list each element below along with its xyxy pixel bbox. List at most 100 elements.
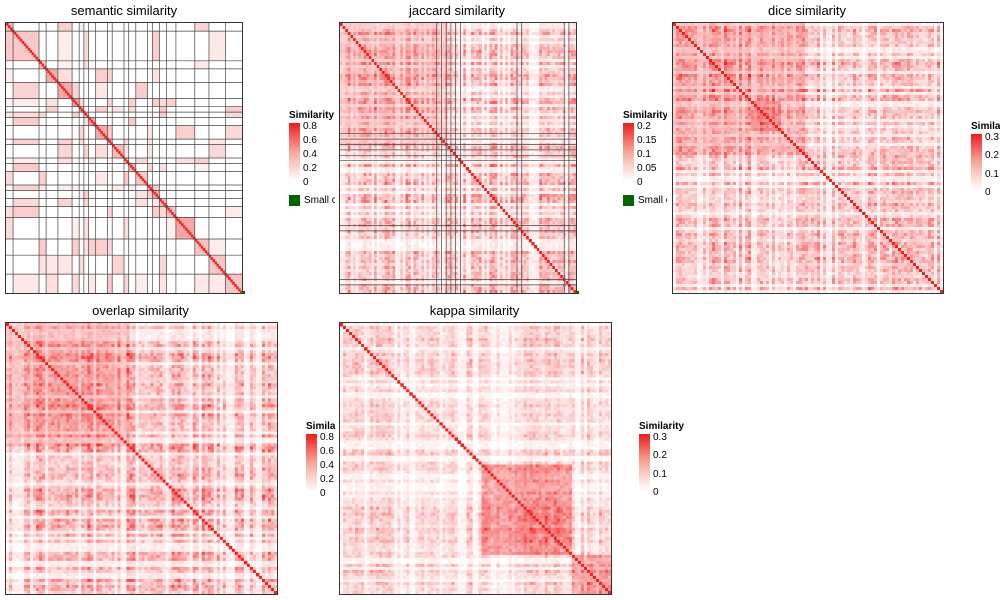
heatmap-cell: [387, 38, 391, 42]
heatmap-cell: [455, 140, 459, 144]
heatmap-cell: [452, 176, 456, 180]
heatmap-cell: [499, 71, 504, 75]
heatmap-cell: [345, 92, 349, 96]
heatmap-cell: [460, 62, 464, 66]
heatmap-cell: [463, 35, 467, 39]
heatmap-cell: [531, 74, 535, 78]
heatmap-cell: [437, 185, 441, 189]
heatmap-cell: [541, 176, 546, 180]
heatmap-cell: [450, 170, 454, 174]
heatmap-cell: [353, 80, 357, 84]
heatmap-cell: [350, 155, 354, 159]
heatmap-cell: [358, 23, 362, 27]
heatmap-cell: [549, 113, 553, 117]
heatmap-cell: [481, 146, 485, 150]
heatmap-cell: [494, 173, 498, 177]
heatmap-cell: [555, 80, 559, 84]
heatmap-cell: [549, 98, 553, 102]
heatmap-cell: [366, 41, 370, 45]
heatmap-cell: [460, 77, 464, 81]
heatmap-cell: [505, 146, 509, 150]
heatmap-cell: [555, 50, 559, 54]
heatmap-cell: [531, 155, 535, 159]
heatmap-cell: [460, 128, 464, 132]
heatmap-cell: [374, 131, 378, 135]
heatmap-cell: [389, 74, 393, 78]
heatmap-cell: [541, 182, 546, 186]
heatmap-cell: [541, 101, 546, 105]
heatmap-cell: [413, 170, 417, 174]
heatmap-cell: [486, 83, 490, 87]
heatmap-cell: [358, 59, 362, 63]
heatmap-cell: [447, 101, 451, 105]
diagonal-cell: [218, 266, 221, 269]
heatmap-cell: [455, 119, 459, 123]
heatmap-cell: [460, 32, 464, 36]
heatmap-cell: [363, 182, 367, 186]
heatmap-cell: [374, 161, 378, 165]
heatmap-cell: [408, 131, 412, 135]
heatmap-cell: [473, 56, 477, 60]
heatmap-cell: [478, 26, 483, 30]
heatmap-cell: [463, 80, 467, 84]
heatmap-cell: [458, 62, 462, 66]
heatmap-cell: [460, 173, 464, 177]
heatmap-cell: [452, 149, 456, 153]
heatmap-cell: [570, 152, 574, 156]
heatmap-cell: [405, 122, 409, 126]
heatmap-cell: [552, 71, 556, 75]
heatmap-cell: [465, 146, 469, 150]
heatmap-cell: [481, 116, 485, 120]
heatmap-cell: [573, 50, 576, 54]
heatmap-cell: [376, 53, 380, 57]
heatmap-cell: [392, 131, 396, 135]
heatmap-cell: [523, 122, 527, 126]
heatmap-cell: [379, 95, 383, 99]
heatmap-cell: [387, 104, 391, 108]
heatmap-cell: [384, 104, 388, 108]
heatmap-cell: [400, 161, 404, 165]
heatmap-cell: [366, 182, 370, 186]
heatmap-cell: [557, 101, 561, 105]
heatmap-cell: [473, 104, 477, 108]
legend-colorbar: [289, 123, 300, 181]
heatmap-cell: [397, 65, 401, 69]
heatmap-cell: [421, 80, 425, 84]
heatmap-cell: [447, 83, 451, 87]
heatmap-cell: [518, 38, 522, 42]
heatmap-cell: [450, 110, 454, 114]
heatmap-cell: [418, 128, 422, 132]
cluster-block: [13, 139, 40, 145]
heatmap-cell: [497, 188, 501, 192]
heatmap-cell: [458, 44, 462, 48]
heatmap-cell: [379, 131, 383, 135]
heatmap-cell: [476, 140, 480, 144]
heatmap-cell: [374, 53, 378, 57]
heatmap-cell: [528, 188, 532, 192]
heatmap-cell: [353, 47, 357, 51]
heatmap-cell: [484, 182, 488, 186]
heatmap-cell: [426, 26, 430, 30]
heatmap-cell: [368, 179, 372, 183]
heatmap-cell: [455, 68, 459, 72]
heatmap-cell: [476, 92, 480, 96]
heatmap-cell: [510, 140, 514, 144]
heatmap-cell: [557, 89, 561, 93]
heatmap-cell: [347, 170, 351, 174]
heatmap-cell: [455, 65, 459, 69]
heatmap-cell: [505, 104, 509, 108]
heatmap-cell: [408, 125, 412, 129]
diagonal-cell: [177, 218, 180, 222]
heatmap-cell: [492, 131, 496, 135]
heatmap-cell: [510, 104, 514, 108]
heatmap-cell: [402, 119, 407, 123]
heatmap-cell: [478, 185, 483, 189]
heatmap-cell: [505, 29, 509, 33]
heatmap-cell: [392, 92, 396, 96]
heatmap-cell: [358, 116, 362, 120]
heatmap-cell: [478, 125, 483, 129]
heatmap-cell: [347, 113, 351, 117]
heatmap-cell: [557, 77, 561, 81]
heatmap-cell: [355, 152, 359, 156]
heatmap-cell: [397, 146, 401, 150]
